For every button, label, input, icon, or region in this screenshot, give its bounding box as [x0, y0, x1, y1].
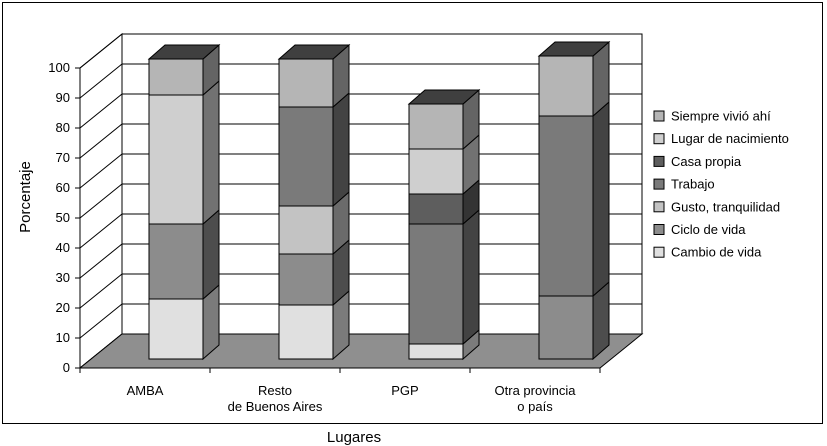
bar-segment-cambio-de-vida [278, 289, 350, 361]
x-axis-title: Lugares [327, 429, 381, 446]
bar-segment-cambio-de-vida [148, 283, 220, 361]
y-tick-label: 30 [56, 270, 70, 285]
y-tick-label: 0 [63, 360, 70, 375]
bar-segment-trabajo [408, 208, 480, 346]
bar-segment-siempre-vivio-ahi [538, 40, 610, 118]
gridline-side [79, 303, 123, 339]
legend-swatch [653, 246, 665, 258]
legend-item-trabajo: Trabajo [653, 177, 715, 192]
legend-item-cambio-de-vida: Cambio de vida [653, 245, 762, 260]
legend-swatch [653, 155, 665, 167]
legend-label: Trabajo [671, 177, 715, 192]
legend-swatch [653, 110, 665, 122]
segment-front [278, 304, 334, 360]
segment-front [148, 223, 204, 300]
legend-item-gusto-tranquilidad: Gusto, tranquilidad [653, 199, 780, 214]
bar-segment-gusto-tranquilidad [278, 190, 350, 256]
chart-frame [2, 2, 823, 424]
bar-top [407, 89, 481, 105]
y-tick-label: 40 [56, 240, 70, 255]
bar-top [277, 44, 351, 60]
segment-side [332, 91, 350, 208]
segment-front [408, 223, 464, 345]
segment-front [538, 295, 594, 360]
bar-pgp [407, 88, 481, 361]
legend-label: Cambio de vida [671, 245, 762, 260]
y-tick-label: 70 [56, 150, 70, 165]
y-tick-label: 50 [56, 210, 70, 225]
segment-front [278, 106, 334, 207]
legend-label: Siempre vivió ahí [671, 109, 771, 124]
legend-swatch [653, 178, 665, 190]
bar-segment-siempre-vivio-ahi [148, 43, 220, 97]
segment-front [538, 55, 594, 117]
gridline-side [79, 153, 123, 189]
gridline-side [79, 273, 123, 309]
y-tick-label: 60 [56, 180, 70, 195]
y-tick-label: 80 [56, 120, 70, 135]
bar-segment-siempre-vivio-ahi [278, 43, 350, 109]
x-tick-label: PGP [391, 383, 418, 398]
segment-side [592, 100, 610, 298]
legend-label: Casa propia [671, 154, 742, 169]
legend-item-casa-propia: Casa propia [653, 154, 742, 169]
bar-segment-lugar-de-nacimiento [148, 79, 220, 226]
bar-segment-ciclo-de-vida [278, 238, 350, 307]
legend-swatch [653, 201, 665, 213]
legend-label: Gusto, tranquilidad [671, 199, 780, 214]
gridline-side [79, 183, 123, 219]
bar-amba [147, 43, 221, 361]
segment-front [278, 205, 334, 255]
x-tick-label: Otra provincia o país [495, 383, 577, 414]
bar-otra-provincia-o-pais [537, 40, 611, 361]
segment-front [148, 94, 204, 225]
bar-segment-ciclo-de-vida [148, 208, 220, 301]
segment-front [278, 253, 334, 306]
y-axis: 0 10 20 30 40 50 60 70 80 90 100 [48, 60, 81, 375]
legend-label: Lugar de nacimiento [671, 131, 789, 146]
segment-front [148, 298, 204, 360]
bar-segment-ciclo-de-vida [538, 280, 610, 361]
y-tick-label: 10 [56, 330, 70, 345]
bar-top [147, 44, 221, 60]
segment-side [202, 79, 220, 226]
gridline-side [79, 123, 123, 159]
y-tick-label: 20 [56, 300, 70, 315]
y-axis-title: Porcentaje [17, 161, 34, 233]
legend-swatch [653, 133, 665, 145]
legend-item-siempre-vivio-ahi: Siempre vivió ahí [653, 109, 771, 124]
bar-segment-trabajo [278, 91, 350, 208]
bar-segment-lugar-de-nacimiento [408, 133, 480, 196]
segment-side [202, 208, 220, 301]
y-tick-label: 90 [56, 90, 70, 105]
gridline-side [79, 213, 123, 249]
bar-segment-siempre-vivio-ahi [408, 88, 480, 151]
legend-label: Ciclo de vida [671, 222, 746, 237]
bars [147, 40, 611, 361]
legend-item-ciclo-de-vida: Ciclo de vida [653, 222, 746, 237]
gridline-side [79, 93, 123, 129]
segment-front [408, 193, 464, 225]
gridline-side [79, 63, 123, 99]
segment-front [408, 343, 464, 360]
gridline-side [79, 243, 123, 279]
segment-front [408, 148, 464, 195]
segment-front [278, 58, 334, 108]
segment-side [462, 208, 480, 346]
legend: Siempre vivió ahí Lugar de nacimiento Casa… [653, 109, 789, 260]
bar-segment-trabajo [538, 100, 610, 298]
bar-resto-de-buenos-aires [277, 43, 351, 361]
y-tick-label: 100 [48, 60, 70, 75]
segment-front [408, 103, 464, 150]
legend-item-lugar-de-nacimiento: Lugar de nacimiento [653, 131, 789, 146]
x-axis: AMBA Resto de Buenos Aires PGP Otra provinci… [79, 367, 601, 414]
bar-top [537, 41, 611, 57]
x-tick-label: AMBA [127, 383, 164, 398]
x-tick-label: Resto de Buenos Aires [228, 383, 323, 414]
gridline-side [79, 33, 123, 69]
segment-front [538, 115, 594, 297]
legend-swatch [653, 224, 665, 235]
segment-front [148, 58, 204, 96]
